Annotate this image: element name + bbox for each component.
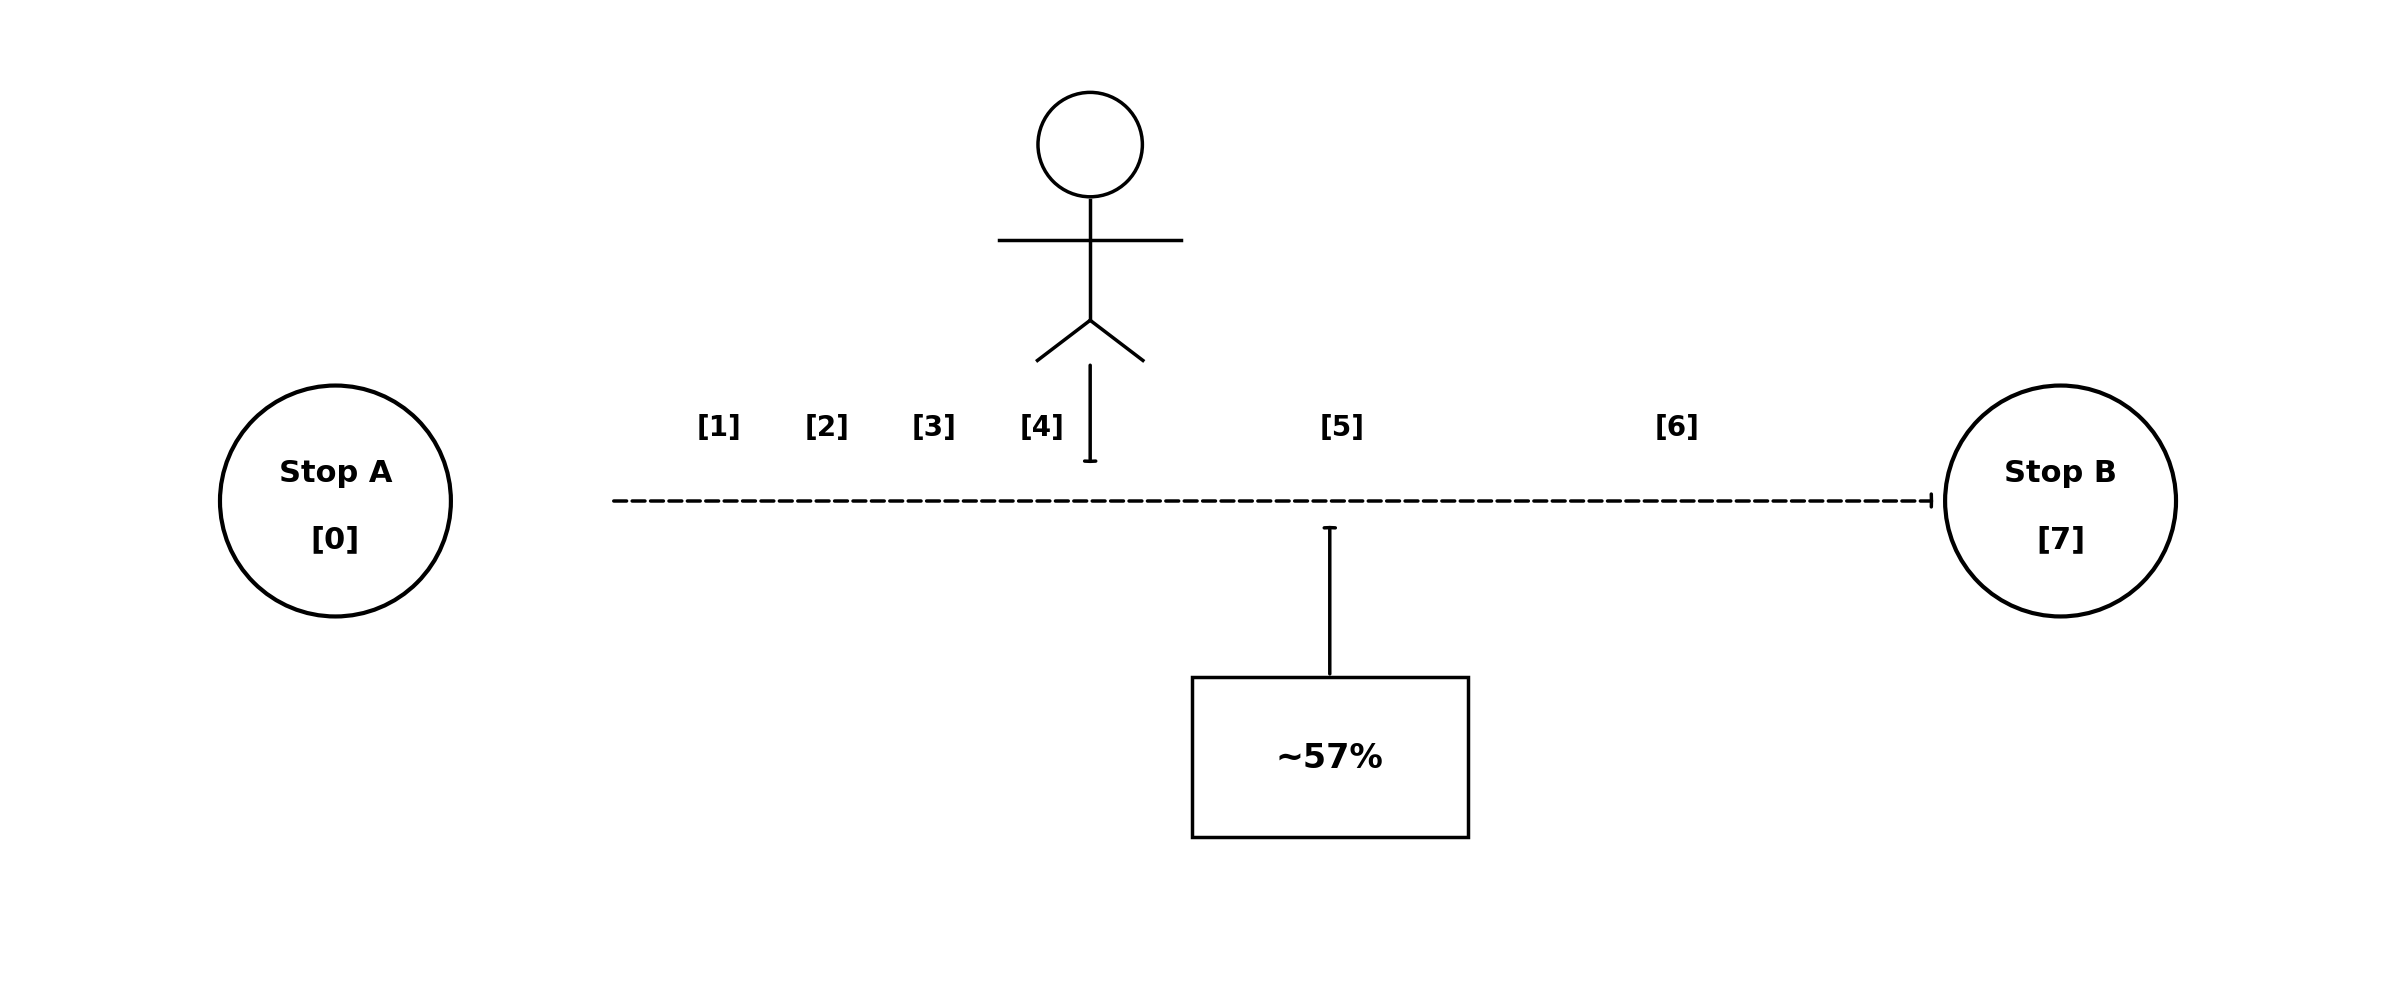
Text: ~57%: ~57% bbox=[1277, 741, 1382, 773]
Text: [7]: [7] bbox=[2037, 526, 2085, 554]
Text: Stop A: Stop A bbox=[278, 459, 393, 487]
Text: [0]: [0] bbox=[311, 526, 359, 554]
Text: [1]: [1] bbox=[697, 413, 740, 441]
Text: [4]: [4] bbox=[1021, 413, 1064, 441]
Text: [3]: [3] bbox=[913, 413, 956, 441]
Bar bbox=[1193, 677, 1466, 838]
Text: [2]: [2] bbox=[805, 413, 848, 441]
Text: [5]: [5] bbox=[1320, 413, 1363, 441]
Text: [6]: [6] bbox=[1656, 413, 1699, 441]
Text: Stop B: Stop B bbox=[2003, 459, 2118, 487]
